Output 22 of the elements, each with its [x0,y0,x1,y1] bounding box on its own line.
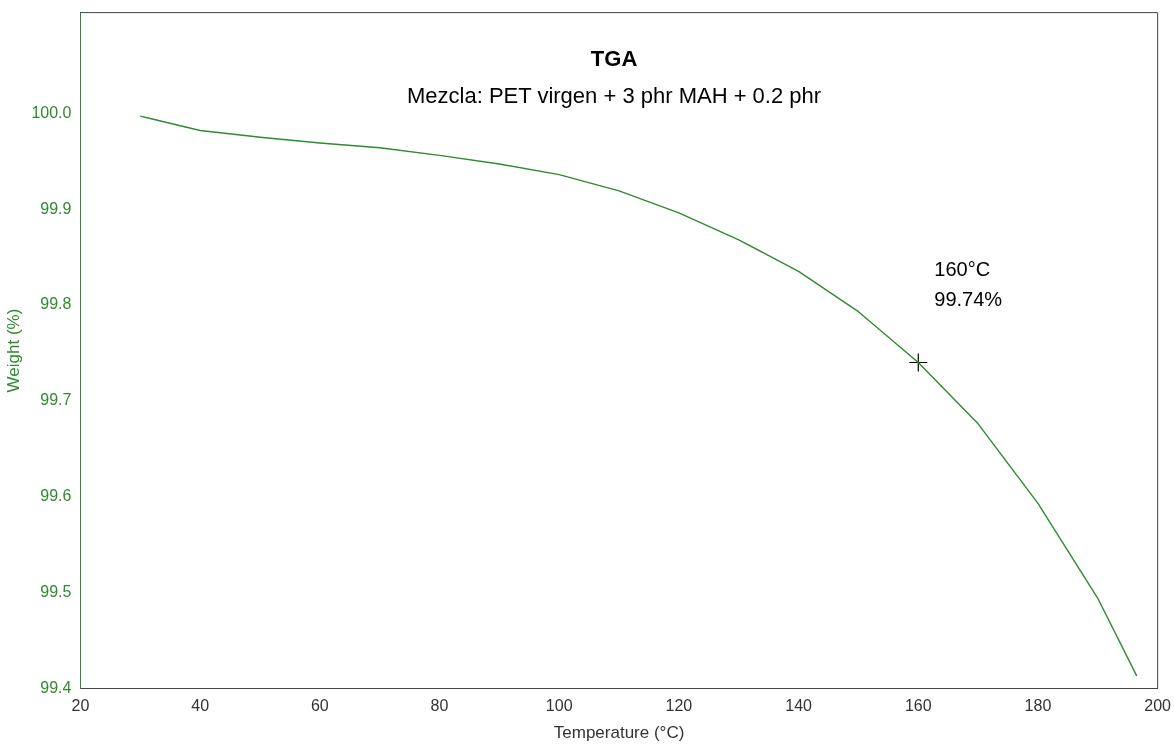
x-tick-label: 40 [191,697,210,715]
y-tick-label: 100.0 [31,103,72,121]
y-tick-label: 99.6 [40,487,72,505]
y-tick-label: 99.8 [40,295,72,313]
y-tick-label: 99.9 [40,199,72,217]
y-tick-label: 99.7 [40,391,72,409]
x-tick-label: 180 [1024,697,1052,715]
x-tick-label: 140 [785,697,813,715]
x-tick-label: 20 [71,697,90,715]
x-tick-label: 160 [904,697,932,715]
x-axis-title: Temperature (°C) [553,723,685,743]
text: Mezcla: PET virgen + 3 phr MAH + 0.2 phr [406,83,822,109]
y-tick-label: 99.5 [40,582,72,600]
x-tick-label: 80 [430,697,449,715]
x-tick-label: 120 [665,697,693,715]
x-tick-label: 200 [1144,697,1172,715]
y-axis-title: Weight (%) [3,308,23,393]
text: TGA [590,46,638,72]
annotation: 160°C 99.74% [934,258,1003,311]
y-tick-label: 99.4 [40,678,72,696]
x-tick-label: 100 [545,697,573,715]
x-tick-label: 60 [310,697,329,715]
